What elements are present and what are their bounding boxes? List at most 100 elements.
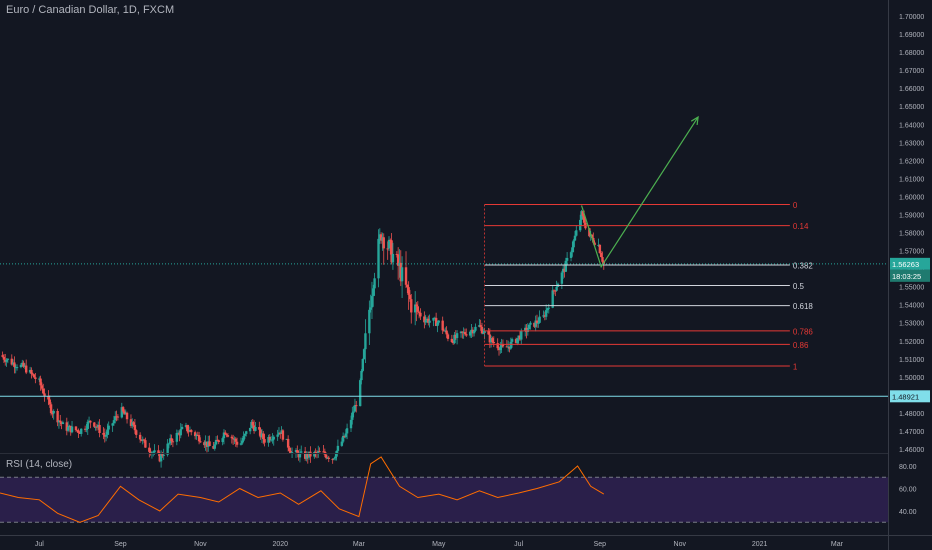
price-overlays [0,263,888,397]
candle-body [322,451,325,453]
price-tick-label: 1.62000 [899,158,924,165]
candle-body [387,239,391,249]
candle-body [65,422,68,431]
price-tick-label: 1.52000 [899,339,924,346]
candle-body [111,423,114,426]
candle-body [161,454,164,456]
candle-body [362,349,366,359]
candle-body [407,287,410,295]
candle-body [170,438,173,442]
candle-body [144,440,147,448]
candle-body [353,405,357,412]
candle-body [471,329,475,334]
candle-body [542,315,545,317]
price-tick-label: 1.65000 [899,104,924,111]
candle-body [104,434,108,437]
price-tick-label: 1.50000 [899,375,924,382]
candle-body [436,322,439,326]
candle-body [94,426,97,428]
candle-body [351,412,354,420]
candle-body [313,451,316,457]
candle-body [14,367,17,369]
candle-body [588,228,591,237]
candle-body [169,438,172,444]
candle-body [482,333,485,335]
candle-body [102,432,105,435]
time-tick-label: Sep [114,541,127,548]
candle-body [158,453,161,462]
countdown-badge-bg [890,269,930,282]
candle-body [318,451,321,453]
candle-body [535,320,539,324]
fibonacci-retracement[interactable]: 0 0.14 0.382 0.5 0.618 0.786 0.86 1 [484,201,814,372]
projection-arrow[interactable] [580,115,699,269]
candle-body [451,342,455,344]
candle-body [239,443,243,445]
candle-body [462,332,465,334]
candle-body [175,432,179,442]
candle-body [280,430,283,434]
candle-body [4,359,7,362]
candle-body [377,238,380,279]
candle-body [417,311,421,313]
candle-body [286,438,290,448]
candle-body [582,215,586,223]
candle-body [95,426,99,428]
candle-body [509,341,512,349]
candle-body [276,434,279,437]
candle-body [459,331,463,334]
candle-body [214,439,218,445]
candle-body [59,420,62,423]
candle-body [138,434,142,440]
candle-body [234,438,237,442]
time-tick-label: Nov [194,541,207,548]
candle-body [262,433,265,440]
candle-body [537,322,540,324]
candle-body [23,365,27,367]
candle-body [11,362,15,365]
candle-body [547,307,550,309]
candle-body [269,439,273,441]
candle-body [205,441,209,447]
candle-body [32,374,36,378]
candle-body [49,404,53,414]
candle-body [326,457,329,459]
candle-body [569,252,573,258]
time-tick-label: Jul [514,541,523,548]
price-tick-label: 1.66000 [899,86,924,93]
candle-body [551,290,554,308]
candle-body [406,284,409,288]
candle-body [288,447,291,451]
candle-body [341,435,345,442]
candle-body [153,450,156,453]
candle-body [251,421,254,426]
candle-body [400,267,404,282]
candle-body [142,439,146,441]
candle-body [34,377,37,380]
candle-body [479,325,482,327]
candle-body [233,438,236,440]
candle-body [432,317,435,321]
candle-body [297,452,300,458]
candle-body [381,237,384,241]
candle-body [491,338,494,342]
time-tick-label: Mar [353,541,366,548]
candle-body [527,324,531,330]
candle-body [42,388,45,394]
fib-level-label: 0.382 [793,261,814,270]
candle-body [546,308,549,311]
candle-body [28,369,32,373]
price-tick-label: 1.64000 [899,122,924,129]
candle-body [424,320,427,323]
candle-body [370,296,374,308]
candle-body [47,396,50,400]
candle-body [157,450,160,454]
candle-body [83,428,87,430]
support-price-badge: 1.48921 [892,392,919,401]
candle-body [465,334,468,336]
price-tick-label: 1.69000 [899,32,924,39]
price-tick-label: 1.47000 [899,429,924,436]
candle-body [534,320,537,327]
candle-body [306,453,309,458]
